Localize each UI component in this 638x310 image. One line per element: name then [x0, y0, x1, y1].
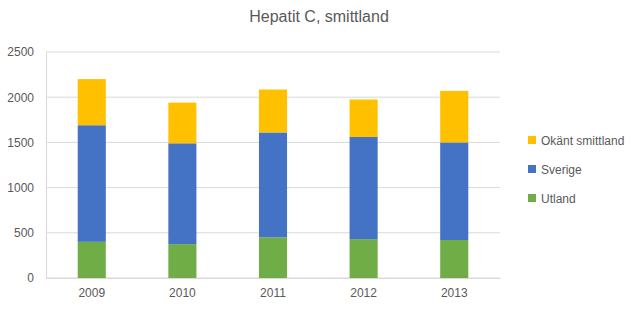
x-axis: 2009 2010 2011 2012 2013	[47, 278, 501, 300]
bar	[78, 79, 106, 125]
y-tick-label: 2500	[7, 45, 34, 59]
y-tick-label: 0	[27, 271, 34, 285]
x-tick: 2011	[260, 278, 286, 300]
grid	[46, 52, 500, 278]
grid-line	[46, 52, 500, 53]
y-axis-line	[46, 53, 47, 279]
legend-label: Okänt smittland	[541, 134, 624, 148]
x-tick-label: 2009	[78, 286, 105, 300]
bar	[440, 142, 468, 240]
legend-swatch	[528, 194, 536, 202]
x-tick-label: 2012	[350, 286, 377, 300]
y-tick: 500	[14, 226, 46, 240]
bar	[168, 103, 196, 144]
bar	[350, 239, 378, 278]
bar	[78, 242, 106, 278]
legend-swatch	[528, 165, 536, 173]
legend-label: Utland	[541, 192, 576, 206]
y-tick-label: 500	[14, 226, 34, 240]
x-tick: 2012	[350, 278, 377, 300]
legend-swatch	[528, 136, 536, 144]
bars	[78, 79, 469, 278]
bar	[440, 240, 468, 278]
x-tick: 2009	[78, 278, 105, 300]
x-tick-label: 2010	[169, 286, 196, 300]
legend-item: Okänt smittland	[528, 134, 624, 148]
bar	[440, 91, 468, 143]
plot-area: 0 500 1000 1500 2000 2500 2009 2010 2011 2012 2013	[7, 45, 500, 299]
x-tick: 2010	[169, 278, 196, 300]
y-tick-label: 1000	[7, 181, 34, 195]
bar	[168, 244, 196, 278]
y-tick: 1500	[7, 136, 46, 150]
y-tick: 2500	[7, 45, 46, 59]
x-tick-label: 2011	[260, 286, 286, 300]
legend-item: Utland	[528, 192, 576, 206]
series	[78, 237, 469, 278]
x-axis-line	[47, 278, 501, 279]
x-tick-label: 2013	[441, 286, 468, 300]
bar	[259, 237, 287, 278]
series	[78, 79, 469, 143]
chart: 0 500 1000 1500 2000 2500 2009 2010 2011 2012 2013…	[0, 0, 638, 310]
series	[78, 125, 469, 244]
legend-label: Sverige	[541, 163, 582, 177]
y-tick: 0	[27, 271, 46, 285]
bar	[259, 90, 287, 133]
legend: Okänt smittland Sverige Utland	[528, 134, 624, 206]
bar	[168, 143, 196, 244]
bar	[350, 137, 378, 239]
y-tick: 2000	[7, 91, 46, 105]
bar	[350, 99, 378, 137]
title: Hepatit C, smittland	[249, 8, 389, 25]
y-axis: 0 500 1000 1500 2000 2500	[7, 45, 46, 285]
bar	[78, 125, 106, 242]
y-tick: 1000	[7, 181, 46, 195]
legend-item: Sverige	[528, 163, 582, 177]
bar	[259, 132, 287, 237]
x-tick: 2013	[441, 278, 468, 300]
y-tick-label: 2000	[7, 91, 34, 105]
y-tick-label: 1500	[7, 136, 34, 150]
